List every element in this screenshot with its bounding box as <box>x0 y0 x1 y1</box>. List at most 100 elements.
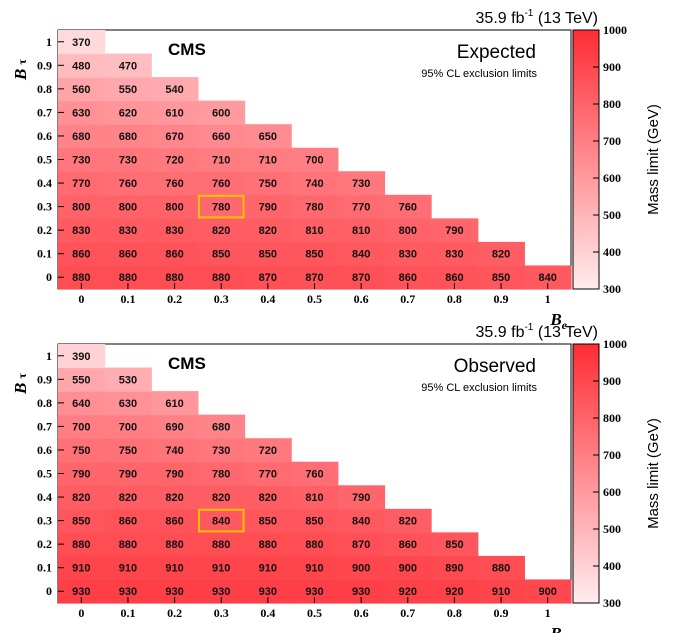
cell-value-label: 780 <box>212 469 230 481</box>
y-tick-label: 0.1 <box>37 247 52 261</box>
y-axis-symbol: B <box>11 383 30 395</box>
y-tick-label: 0.5 <box>37 153 52 167</box>
cell-value-label: 790 <box>119 469 137 481</box>
heatmap-cell <box>244 194 292 219</box>
heatmap-cell <box>151 147 199 172</box>
cell-value-label: 850 <box>212 249 230 261</box>
heatmap-cell <box>58 461 106 486</box>
cell-value-label: 910 <box>119 563 137 575</box>
cell-value-label: 910 <box>492 586 510 598</box>
cell-value-label: 600 <box>212 107 230 119</box>
heatmap-cell <box>197 124 246 149</box>
heatmap-cell <box>104 438 152 463</box>
cell-value-label: 690 <box>165 421 183 433</box>
cell-value-label: 880 <box>305 539 323 551</box>
cell-value-label: 870 <box>352 272 370 284</box>
heatmap-cell <box>58 438 106 463</box>
cell-value-label: 820 <box>212 225 230 237</box>
heatmap-cell <box>291 532 339 557</box>
heatmap-cell <box>104 532 152 557</box>
cell-value-label: 770 <box>72 178 90 190</box>
heatmap-cell <box>58 391 106 416</box>
cell-value-label: 530 <box>119 374 137 386</box>
cell-value-label: 770 <box>352 202 370 214</box>
heatmap-cell <box>104 508 152 533</box>
heatmap-cell <box>104 53 152 78</box>
cell-value-label: 790 <box>352 492 370 504</box>
x-tick-label: 0.4 <box>260 606 275 620</box>
y-tick-label: 0.1 <box>37 561 52 575</box>
y-axis-subscript: τ <box>15 59 29 65</box>
cell-value-label: 820 <box>492 249 510 261</box>
cell-value-label: 930 <box>305 586 323 598</box>
y-axis-subscript: τ <box>15 373 29 379</box>
cell-value-label: 710 <box>259 155 277 167</box>
lumi-unit-exponent: -1 <box>524 322 533 333</box>
heatmap-cell <box>244 124 292 149</box>
cell-value-label: 930 <box>352 586 370 598</box>
heatmap-cell <box>384 241 432 267</box>
y-tick-label: 0.8 <box>37 82 52 96</box>
colorbar-title: Mass limit (GeV) <box>645 104 662 215</box>
heatmap-cell <box>337 218 386 243</box>
cell-value-label: 650 <box>259 131 277 143</box>
x-tick-label: 0.7 <box>400 292 415 306</box>
heatmap-cell <box>104 100 152 125</box>
heatmap-cell <box>197 414 246 439</box>
colorbar-tick-label: 1000 <box>603 23 627 37</box>
cell-value-label: 910 <box>305 563 323 575</box>
x-tick-label: 0.1 <box>120 606 135 620</box>
heatmap-cell <box>151 532 199 557</box>
colorbar-tick-label: 500 <box>603 208 621 222</box>
cell-value-label: 760 <box>165 178 183 190</box>
cell-value-label: 850 <box>259 249 277 261</box>
heatmap-cell <box>151 391 199 416</box>
y-tick-label: 0 <box>46 584 52 598</box>
heatmap-cell <box>151 218 199 243</box>
y-tick-label: 0.5 <box>37 467 52 481</box>
cell-value-label: 860 <box>165 516 183 528</box>
heatmap-cell <box>337 171 386 196</box>
colorbar-tick-label: 600 <box>603 171 621 185</box>
experiment-label: CMS <box>168 40 206 59</box>
cell-value-label: 790 <box>259 202 277 214</box>
colorbar-tick-label: 800 <box>603 411 621 425</box>
cell-value-label: 680 <box>119 131 137 143</box>
heatmap-cell <box>291 508 339 533</box>
cell-value-label: 820 <box>119 492 137 504</box>
cell-value-label: 880 <box>212 272 230 284</box>
cell-value-label: 630 <box>119 398 137 410</box>
lumi-value: 35.9 fb <box>476 10 525 27</box>
cell-value-label: 830 <box>165 225 183 237</box>
y-tick-label: 1 <box>46 35 52 49</box>
cell-value-label: 760 <box>305 469 323 481</box>
heatmap-cell <box>337 194 386 219</box>
x-axis-subscript: e <box>562 318 568 332</box>
cell-value-label: 730 <box>119 155 137 167</box>
y-axis-symbol: B <box>11 69 30 81</box>
heatmap-cell <box>104 218 152 243</box>
luminosity-label: 35.9 fb-1 (13 TeV) <box>476 322 598 341</box>
heatmap-cell <box>104 77 152 102</box>
heatmap-cell <box>151 241 199 267</box>
heatmap-cell <box>104 194 152 219</box>
colorbar <box>572 29 600 290</box>
cell-value-label: 390 <box>72 351 90 363</box>
heatmap-cell <box>337 485 386 510</box>
cell-value-label: 540 <box>165 84 183 96</box>
heatmap-cell <box>58 508 106 533</box>
cell-value-label: 850 <box>492 272 510 284</box>
cell-value-label: 750 <box>119 445 137 457</box>
cell-value-label: 720 <box>259 445 277 457</box>
heatmap-cell <box>477 555 525 581</box>
cell-value-label: 880 <box>72 272 90 284</box>
heatmap-cell <box>151 508 199 533</box>
cell-value-label: 850 <box>445 539 463 551</box>
heatmap-cell <box>104 391 152 416</box>
x-tick-label: 0.6 <box>354 292 369 306</box>
cell-value-label: 840 <box>212 516 230 528</box>
panel-title: Observed <box>454 356 536 377</box>
heatmap-cell <box>337 532 386 557</box>
heatmap-cell <box>431 555 479 581</box>
experiment-label: CMS <box>168 354 206 373</box>
